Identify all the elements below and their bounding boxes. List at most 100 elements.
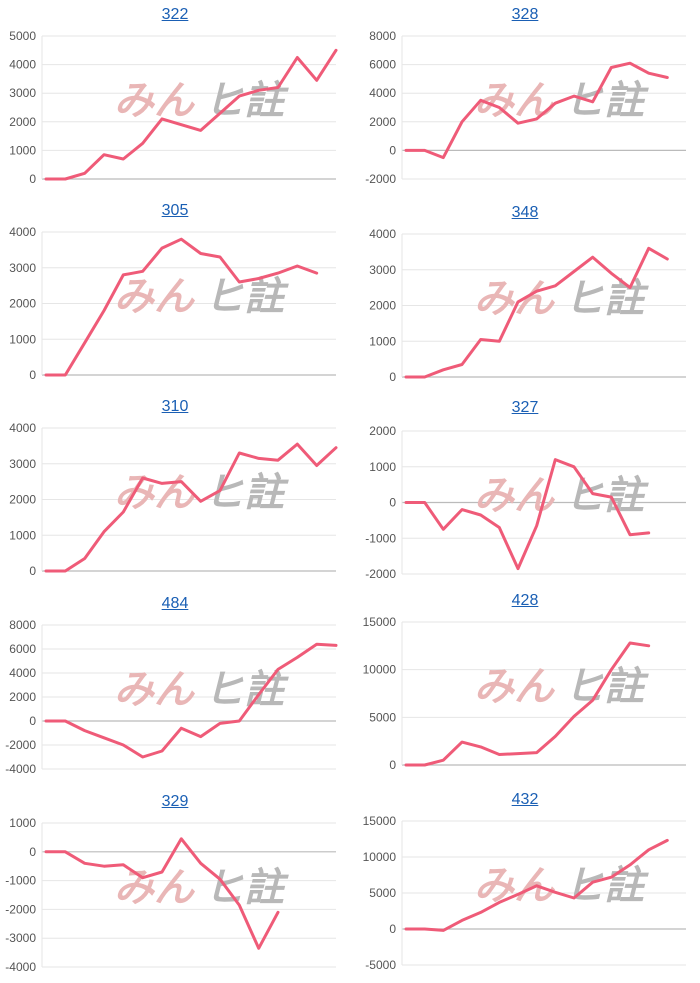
series-line (404, 246, 669, 379)
y-tick-label: -5000 (365, 958, 396, 972)
line-chart: -4000 -3000 -2000 -1000 0 1000 みん ヒ註 (5, 816, 336, 974)
y-tick-label: 15000 (363, 814, 397, 828)
chart-panel-305: 305 0 1000 2000 3000 4000 みん ヒ註 (0, 196, 350, 392)
y-tick-label: 4000 (369, 227, 396, 241)
y-tick-label: 8000 (9, 618, 36, 632)
watermark-logo: ヒ註 (564, 276, 649, 322)
y-tick-label: 5000 (9, 29, 36, 43)
watermark-logo: みん (114, 470, 196, 516)
line-chart: -2000 0 2000 4000 6000 8000 みん ヒ註 (365, 29, 686, 186)
y-tick-label: 8000 (369, 29, 396, 43)
y-tick-label: 1000 (369, 334, 396, 348)
y-tick-label: 0 (29, 564, 36, 578)
y-tick-label: 2000 (9, 493, 36, 507)
chart-panel-328: 328 -2000 0 2000 4000 6000 8000 みん ヒ註 (350, 0, 700, 196)
series-line (44, 642, 338, 759)
chart-title-link[interactable]: 310 (161, 398, 189, 415)
series-line (44, 237, 319, 377)
chart-title-link[interactable]: 305 (161, 202, 189, 219)
series-line (404, 641, 651, 767)
y-tick-label: 0 (29, 172, 36, 186)
chart-title-link[interactable]: 484 (161, 595, 189, 612)
chart-panel-310: 310 0 1000 2000 3000 4000 みん ヒ註 (0, 392, 350, 588)
y-tick-label: 2000 (369, 299, 396, 313)
line-chart: 0 5000 10000 15000 みん ヒ註 (363, 615, 686, 772)
y-tick-label: 3000 (369, 263, 396, 277)
chart-title-link[interactable]: 328 (511, 6, 539, 23)
y-tick-label: 2000 (9, 297, 36, 311)
y-tick-label: 4000 (9, 225, 36, 239)
chart-title-link[interactable]: 327 (511, 399, 539, 416)
y-tick-label: 5000 (369, 886, 396, 900)
y-tick-label: 3000 (9, 86, 36, 100)
y-tick-label: 1000 (9, 528, 36, 542)
series-line (44, 442, 338, 573)
y-tick-label: 4000 (9, 421, 36, 435)
y-tick-label: 4000 (369, 86, 396, 100)
watermark-logo: ヒ註 (204, 865, 289, 911)
y-tick-label: 5000 (369, 710, 396, 724)
line-chart: -5000 0 5000 10000 15000 みん ヒ註 (363, 814, 686, 972)
watermark-logo: みん (474, 664, 556, 710)
line-chart: 0 1000 2000 3000 4000 みん ヒ註 (369, 227, 686, 384)
y-tick-label: 3000 (9, 261, 36, 275)
chart-title-link[interactable]: 329 (161, 793, 189, 810)
y-tick-label: 1000 (9, 816, 36, 830)
y-tick-label: 15000 (363, 615, 397, 629)
y-tick-label: 1000 (9, 332, 36, 346)
y-tick-label: 6000 (369, 58, 396, 72)
chart-panel-432: 432 -5000 0 5000 10000 15000 みん ヒ註 (350, 785, 700, 981)
series-line (44, 48, 338, 181)
y-tick-label: -2000 (5, 902, 36, 916)
watermark-logo: みん (474, 863, 556, 909)
watermark-logo: みん (474, 276, 556, 322)
y-tick-label: 0 (389, 758, 396, 772)
watermark-logo: みん (114, 78, 196, 124)
chart-panel-327: 327 -2000 -1000 0 1000 2000 みん ヒ註 (350, 393, 700, 589)
y-tick-label: 0 (389, 922, 396, 936)
y-tick-label: 0 (29, 845, 36, 859)
y-tick-label: 4000 (9, 666, 36, 680)
y-tick-label: 10000 (363, 663, 397, 677)
chart-title-link[interactable]: 322 (161, 6, 189, 23)
y-tick-label: 6000 (9, 642, 36, 656)
chart-title-link[interactable]: 428 (511, 592, 539, 609)
watermark-logo: みん (474, 473, 556, 519)
watermark-logo: みん (114, 667, 196, 713)
series-line (44, 837, 280, 950)
y-tick-label: 3000 (9, 457, 36, 471)
series-line (404, 838, 669, 932)
y-tick-label: 2000 (9, 690, 36, 704)
chart-panel-428: 428 0 5000 10000 15000 みん ヒ註 (350, 586, 700, 782)
series-line (404, 61, 669, 160)
chart-panel-348: 348 0 1000 2000 3000 4000 みん ヒ註 (350, 198, 700, 394)
y-tick-label: 2000 (369, 424, 396, 438)
y-tick-label: 0 (389, 143, 396, 157)
chart-panel-484: 484 -4000 -2000 0 2000 4000 6000 8000 みん ヒ註 (0, 589, 350, 785)
y-tick-label: -1000 (5, 874, 36, 888)
y-tick-label: 4000 (9, 58, 36, 72)
y-tick-label: 0 (389, 370, 396, 384)
y-tick-label: 0 (29, 714, 36, 728)
chart-title-link[interactable]: 348 (511, 204, 539, 221)
y-tick-label: -4000 (5, 960, 36, 974)
watermark-logo: ヒ註 (564, 863, 649, 909)
chart-title-link[interactable]: 432 (511, 791, 539, 808)
watermark-logo: ヒ註 (564, 78, 649, 124)
watermark-logo: ヒ註 (564, 664, 649, 710)
y-tick-label: 2000 (369, 115, 396, 129)
y-tick-label: -4000 (5, 762, 36, 776)
y-tick-label: 0 (389, 496, 396, 510)
y-tick-label: 0 (29, 368, 36, 382)
chart-panel-322: 322 0 1000 2000 3000 4000 5000 みん ヒ註 (0, 0, 350, 196)
y-tick-label: -2000 (365, 567, 396, 581)
y-tick-label: 1000 (369, 460, 396, 474)
chart-panel-329: 329 -4000 -3000 -2000 -1000 0 1000 みん ヒ註 (0, 787, 350, 983)
y-tick-label: -2000 (365, 172, 396, 186)
y-tick-label: 10000 (363, 850, 397, 864)
watermark-logo: みん (114, 865, 196, 911)
